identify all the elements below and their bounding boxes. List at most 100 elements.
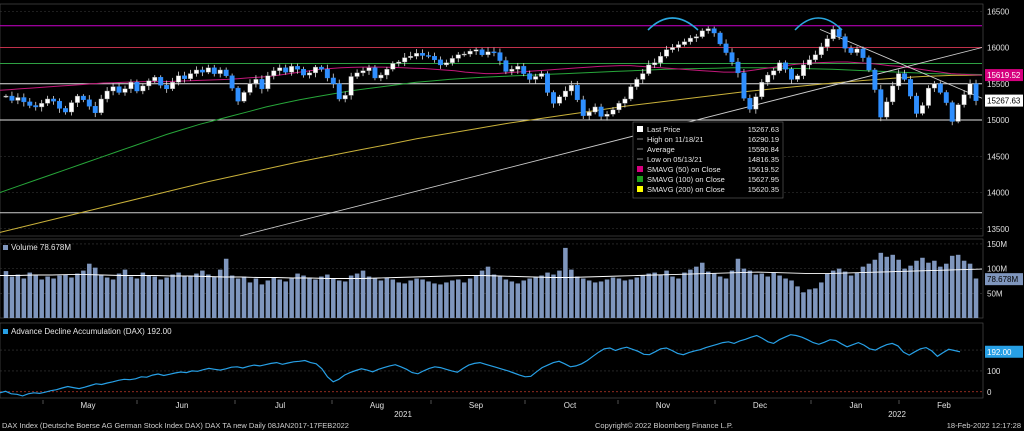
- candle-body: [408, 56, 414, 58]
- volume-bar: [110, 279, 116, 318]
- volume-bar: [348, 275, 354, 318]
- volume-bar: [438, 284, 443, 318]
- candle-body: [670, 47, 675, 50]
- candle-body: [461, 53, 467, 56]
- candle-body: [515, 66, 521, 70]
- footer-left-text: DAX Index (Deutsche Boerse AG German Sto…: [2, 421, 349, 430]
- volume-bar: [396, 282, 402, 318]
- candle-body: [247, 83, 253, 93]
- candle-body: [80, 95, 86, 100]
- candle-body: [652, 62, 658, 66]
- volume-bar: [21, 278, 27, 318]
- volume-bar: [753, 274, 759, 318]
- volume-bar: [87, 263, 92, 318]
- candle-body: [86, 99, 92, 107]
- sma-50-line: [0, 61, 983, 91]
- candle-body: [789, 69, 794, 80]
- volume-bar: [949, 255, 955, 318]
- volume-bar: [223, 258, 229, 318]
- year-tick-label: 2022: [888, 410, 906, 419]
- candle-body: [955, 104, 961, 122]
- volume-bar: [658, 274, 663, 318]
- candle-body: [164, 84, 170, 90]
- candle-body: [33, 105, 39, 108]
- price-value-label: 15267.63: [987, 97, 1021, 106]
- volume-bar: [176, 272, 181, 318]
- volume-bar: [944, 263, 949, 318]
- candle-body: [735, 61, 741, 74]
- volume-bar: [878, 252, 884, 318]
- candle-body: [348, 76, 354, 96]
- candle-body: [753, 96, 759, 110]
- volume-bar: [932, 260, 937, 318]
- legend-label: Last Price: [647, 125, 680, 134]
- volume-bar: [39, 279, 44, 318]
- volume-bar: [414, 278, 419, 318]
- candle-body: [110, 86, 116, 92]
- volume-bar: [759, 273, 765, 318]
- legend-value: 15619.52: [748, 165, 779, 174]
- candle-body: [330, 77, 336, 84]
- volume-bar: [467, 278, 473, 318]
- volume-bar: [15, 274, 21, 318]
- candle-body: [420, 53, 426, 56]
- volume-bar: [206, 274, 211, 318]
- candle-body: [253, 79, 259, 84]
- candle-body: [74, 95, 80, 103]
- volume-bar: [813, 288, 818, 318]
- month-tick-label: Jun: [176, 401, 189, 410]
- ad-legend-label: Advance Decline Accumulation (DAX) 192.0…: [11, 327, 172, 336]
- volume-bar: [140, 272, 146, 318]
- candle-body: [759, 82, 765, 98]
- candle-body: [783, 62, 789, 70]
- volume-bar: [122, 269, 128, 318]
- ad-legend-marker: [3, 329, 8, 334]
- candle-body: [598, 106, 604, 117]
- candle-body: [104, 90, 110, 100]
- candle-body: [211, 67, 217, 74]
- volume-tick-label: 150M: [987, 240, 1007, 249]
- candle-body: [842, 36, 848, 49]
- volume-bar: [360, 270, 366, 318]
- candle-body: [562, 90, 568, 98]
- candle-body: [21, 97, 27, 103]
- volume-bar: [283, 281, 288, 318]
- candle-body: [45, 98, 51, 104]
- volume-bar: [509, 281, 515, 318]
- candle-body: [414, 53, 420, 57]
- trend-line: [239, 47, 983, 237]
- price-tick-label: 15500: [987, 80, 1010, 89]
- candle-body: [574, 84, 580, 100]
- volume-bar: [890, 254, 895, 318]
- candle-body: [646, 64, 652, 74]
- volume-bar: [235, 278, 241, 318]
- candle-body: [193, 69, 199, 74]
- legend-value: 14816.35: [748, 155, 779, 164]
- volume-bar: [164, 277, 169, 318]
- candle-body: [390, 63, 396, 70]
- candle-body: [622, 98, 628, 104]
- candle-body: [527, 73, 533, 80]
- volume-bar: [836, 268, 842, 318]
- volume-bar: [390, 279, 396, 318]
- candle-body: [301, 69, 306, 76]
- volume-bar: [277, 279, 282, 318]
- volume-bar: [807, 289, 812, 318]
- volume-bar: [872, 259, 878, 318]
- month-tick-label: Sep: [469, 401, 484, 410]
- candle-body: [818, 46, 824, 55]
- volume-bar: [539, 275, 544, 318]
- candle-body: [586, 111, 592, 116]
- sma-200-line: [0, 74, 983, 233]
- volume-bar: [450, 280, 455, 318]
- volume-bar: [551, 274, 556, 318]
- candle-body: [854, 48, 860, 53]
- volume-bar: [628, 279, 634, 318]
- candle-body: [354, 72, 360, 77]
- volume-bar: [521, 280, 526, 318]
- volume-bar: [700, 262, 705, 318]
- candle-body: [3, 95, 9, 98]
- candle-body: [497, 52, 503, 61]
- candle-body: [366, 67, 372, 71]
